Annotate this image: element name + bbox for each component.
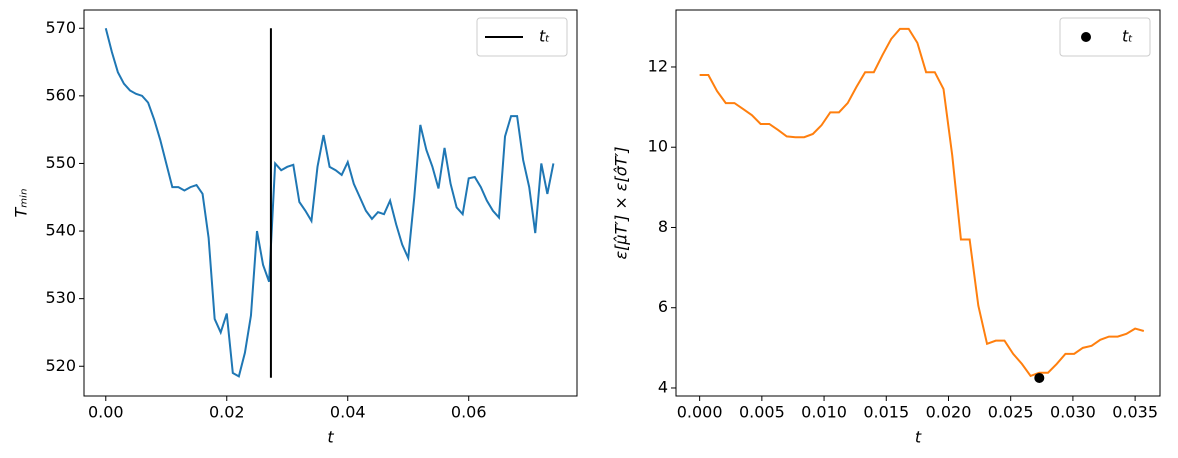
y-tick-label: 540 bbox=[45, 221, 76, 240]
y-tick-label: 8 bbox=[658, 217, 668, 236]
x-tick-label: 0.00 bbox=[88, 403, 124, 422]
x-tick-label: 0.04 bbox=[330, 403, 366, 422]
x-tick-label: 0.015 bbox=[863, 403, 909, 422]
y-axis-label: Tₘᵢₙ bbox=[12, 189, 31, 218]
x-tick-label: 0.000 bbox=[677, 403, 723, 422]
legend: tₜ bbox=[1059, 17, 1151, 57]
subplot: 0.000 0.005 0.010 0.015 0.020 0.025 0.030 0.035… bbox=[612, 9, 1161, 447]
x-tick-label: 0.005 bbox=[739, 403, 785, 422]
axes-frame bbox=[675, 9, 1161, 397]
y-tick-label: 520 bbox=[45, 356, 76, 375]
legend-box bbox=[1059, 17, 1151, 57]
y-tick-label: 6 bbox=[658, 297, 668, 316]
point bbox=[1034, 372, 1045, 383]
y-tick-label: 12 bbox=[648, 56, 668, 75]
x-tick-label: 0.06 bbox=[451, 403, 487, 422]
x-tick-label: 0.010 bbox=[801, 403, 847, 422]
x-tick-label: 0.02 bbox=[209, 403, 245, 422]
x-tick-label: 0.025 bbox=[988, 403, 1034, 422]
y-tick-label: 550 bbox=[45, 153, 76, 172]
x-tick-label: 0.030 bbox=[1050, 403, 1096, 422]
legend-marker bbox=[1081, 32, 1091, 42]
y-tick-label: 570 bbox=[45, 18, 76, 37]
line bbox=[699, 27, 1145, 378]
legend-label: tₜ bbox=[1122, 27, 1133, 46]
axes-frame bbox=[83, 9, 578, 397]
line bbox=[104, 28, 555, 378]
subplot: 0.00 0.02 0.04 0.06 520 530 540 550 560 570 t Tₘᵢₙ t… bbox=[12, 9, 578, 447]
legend-label: tₜ bbox=[539, 27, 550, 46]
y-tick-label: 530 bbox=[45, 288, 76, 307]
y-axis-label: ε[μ̂T′] × ε[σ̂T′] bbox=[612, 147, 631, 260]
y-tick-label: 10 bbox=[648, 137, 668, 156]
x-axis-label: t bbox=[327, 428, 334, 447]
x-tick-label: 0.020 bbox=[926, 403, 972, 422]
y-tick-label: 4 bbox=[658, 377, 668, 396]
x-tick-label: 0.035 bbox=[1112, 403, 1158, 422]
y-tick-label: 560 bbox=[45, 85, 76, 104]
x-axis-label: t bbox=[915, 428, 922, 447]
legend: tₜ bbox=[476, 17, 568, 57]
